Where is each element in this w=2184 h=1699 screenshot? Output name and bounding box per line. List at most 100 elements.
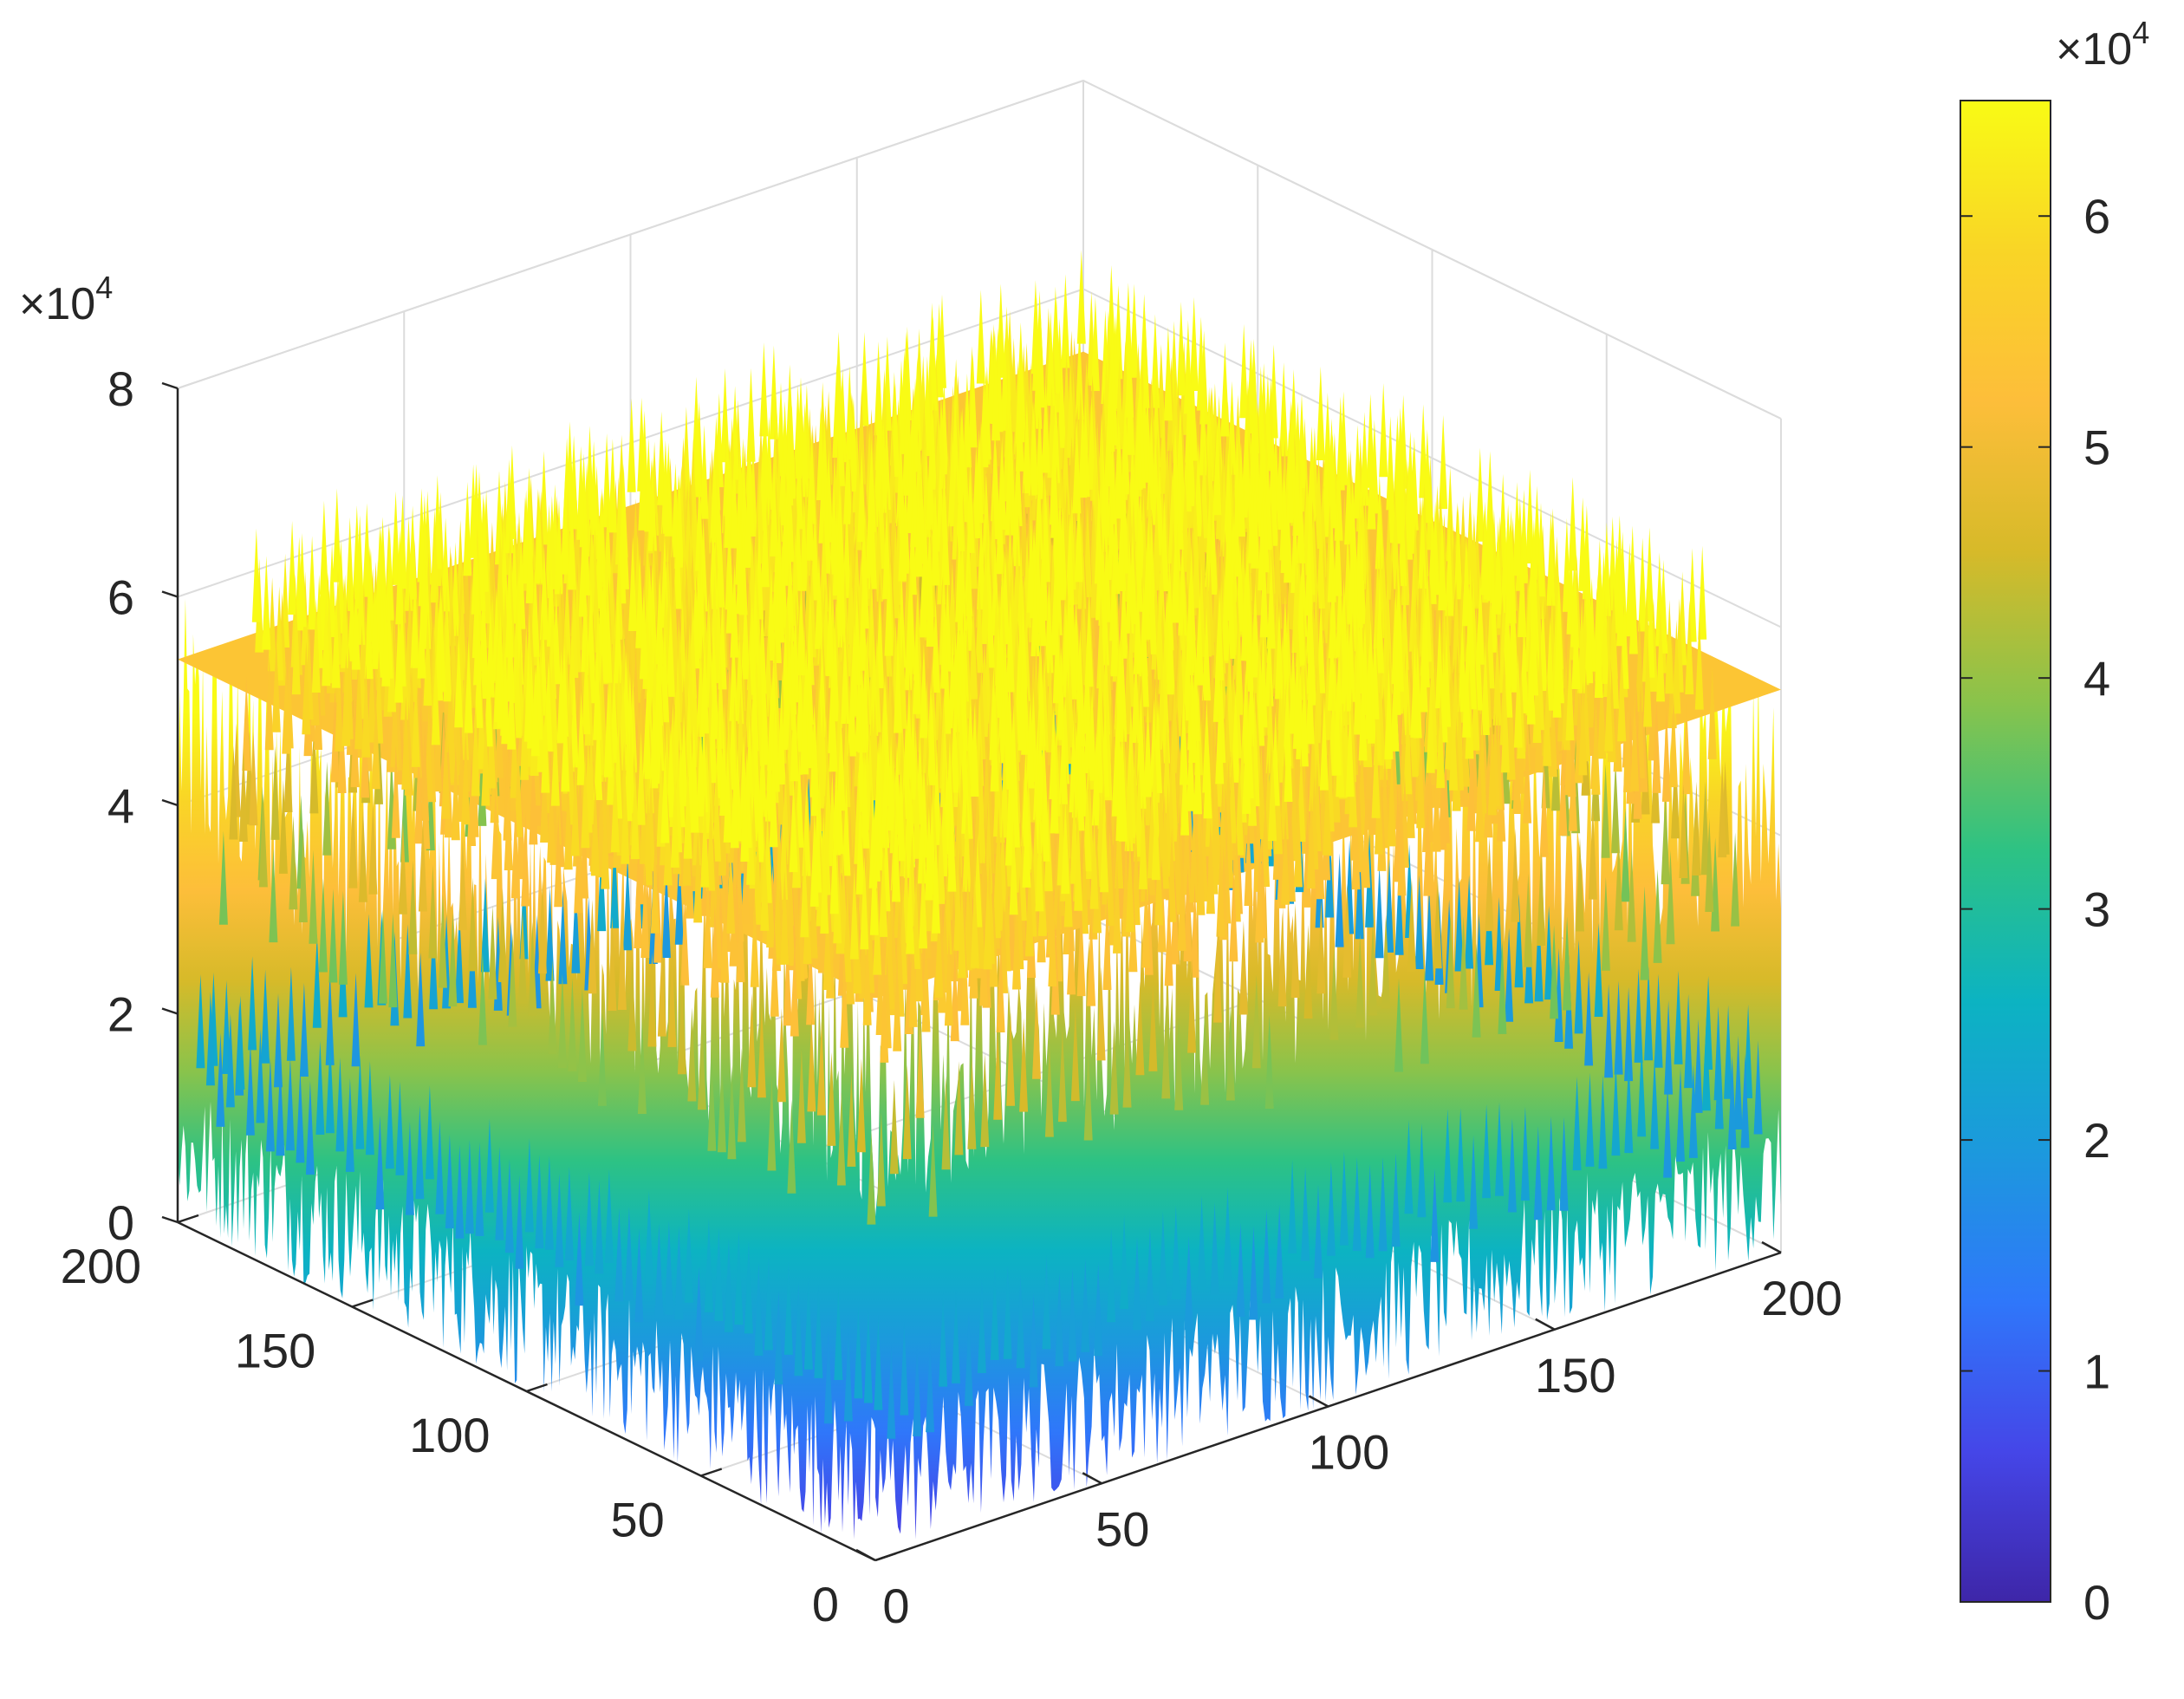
surface-spike: [947, 561, 957, 655]
surface-spike: [539, 546, 549, 641]
surface-spike: [1594, 603, 1603, 698]
surface-spike: [1215, 690, 1225, 784]
surface-spike: [1122, 1013, 1132, 1108]
surface-spike: [836, 1091, 846, 1186]
surface-spike: [362, 503, 372, 597]
surface-spike: [1740, 1054, 1750, 1149]
surface-spike: [595, 1180, 604, 1274]
surface-spike: [729, 627, 738, 721]
surface-spike: [623, 856, 633, 951]
surface-spike: [1183, 320, 1193, 414]
surface-spike: [917, 790, 926, 884]
surface-spike: [1351, 557, 1361, 652]
surface-spike: [1074, 817, 1083, 911]
surface-spike: [734, 1230, 744, 1325]
surface-spike: [594, 706, 603, 800]
y-tick: [700, 1468, 723, 1477]
surface-spike: [1210, 1201, 1219, 1296]
surface-spike: [861, 754, 870, 849]
surface-spike: [843, 430, 853, 524]
x-tick-label: 50: [1095, 1501, 1149, 1556]
surface-spike: [454, 634, 464, 728]
surface-spike: [1453, 505, 1463, 600]
surface-spike: [1378, 1157, 1388, 1252]
surface-spike: [1100, 797, 1109, 893]
surface-spike: [1005, 598, 1015, 693]
surface-spike: [1375, 864, 1384, 959]
surface-spike: [1159, 400, 1168, 494]
surface-spike: [996, 938, 1005, 1032]
surface-spike: [1645, 527, 1654, 622]
surface-spike: [571, 879, 581, 973]
surface-spike: [368, 800, 378, 895]
surface-spike: [1290, 498, 1300, 593]
surface-spike: [947, 797, 957, 892]
surface-spike: [803, 1275, 813, 1370]
surface-spike: [800, 843, 809, 938]
surface-spike: [1661, 790, 1670, 885]
surface-spike: [773, 865, 783, 960]
surface-spike: [674, 1226, 684, 1320]
surface-spike: [970, 874, 979, 968]
z-tick-label: 2: [107, 987, 134, 1042]
surface-spike: [950, 699, 959, 793]
surface-spike: [829, 480, 839, 575]
surface-spike: [1578, 681, 1588, 776]
surface-spike: [1604, 657, 1614, 752]
surface-spike: [351, 973, 361, 1067]
surface-spike: [1544, 905, 1554, 1000]
surface-spike: [296, 1069, 305, 1163]
surface-spike: [602, 433, 612, 528]
surface-spike: [944, 932, 953, 1026]
surface-spike: [1257, 442, 1265, 537]
surface-spike: [1075, 325, 1084, 420]
surface-spike: [772, 569, 782, 663]
surface-spike: [1684, 993, 1693, 1089]
surface-spike: [245, 1041, 255, 1136]
surface-spike: [385, 526, 394, 621]
surface-spike: [809, 812, 819, 907]
surface-spike: [1604, 984, 1614, 1078]
surface-spike: [1226, 564, 1236, 659]
surface-spike: [545, 887, 555, 981]
surface-spike: [760, 836, 770, 931]
surface-spike: [660, 534, 669, 628]
surface-spike: [710, 903, 719, 998]
surface-spike: [969, 605, 978, 700]
surface-spike: [581, 754, 590, 849]
surface-spike: [1286, 808, 1296, 902]
surface-spike: [1394, 861, 1404, 955]
surface-spike: [790, 531, 800, 626]
surface-spike: [1151, 785, 1160, 881]
surface-spike: [196, 974, 205, 1069]
surface-spike: [815, 555, 823, 649]
surface-spike: [1101, 309, 1110, 404]
surface-spike: [1161, 669, 1171, 764]
surface-spike: [1184, 1236, 1193, 1331]
surface-spike: [1316, 366, 1325, 460]
surface-spike: [554, 813, 563, 908]
surface-spike: [381, 592, 391, 687]
surface-spike: [690, 673, 699, 768]
surface-spike: [1520, 1106, 1530, 1201]
surface-spike: [535, 1155, 544, 1249]
surface-spike: [1692, 781, 1701, 876]
surface-spike: [315, 1040, 325, 1135]
surface-spike: [1319, 696, 1329, 791]
surface-spike: [1446, 467, 1455, 562]
surface-top-spikes: [196, 250, 1763, 1439]
surface-spike: [638, 436, 647, 531]
surface-spike: [225, 1013, 235, 1108]
surface-spike: [955, 528, 964, 622]
surface-spike: [654, 1223, 664, 1318]
surface-spike: [270, 745, 280, 840]
surface-spike: [1445, 522, 1454, 616]
surface-spike: [709, 515, 718, 609]
surface-spike: [1571, 595, 1581, 689]
surface-spike: [1033, 335, 1043, 429]
surface-spike: [855, 800, 865, 895]
surface-spike: [1546, 1116, 1556, 1211]
surface-spike: [385, 1075, 394, 1169]
surface-spike: [261, 969, 270, 1064]
